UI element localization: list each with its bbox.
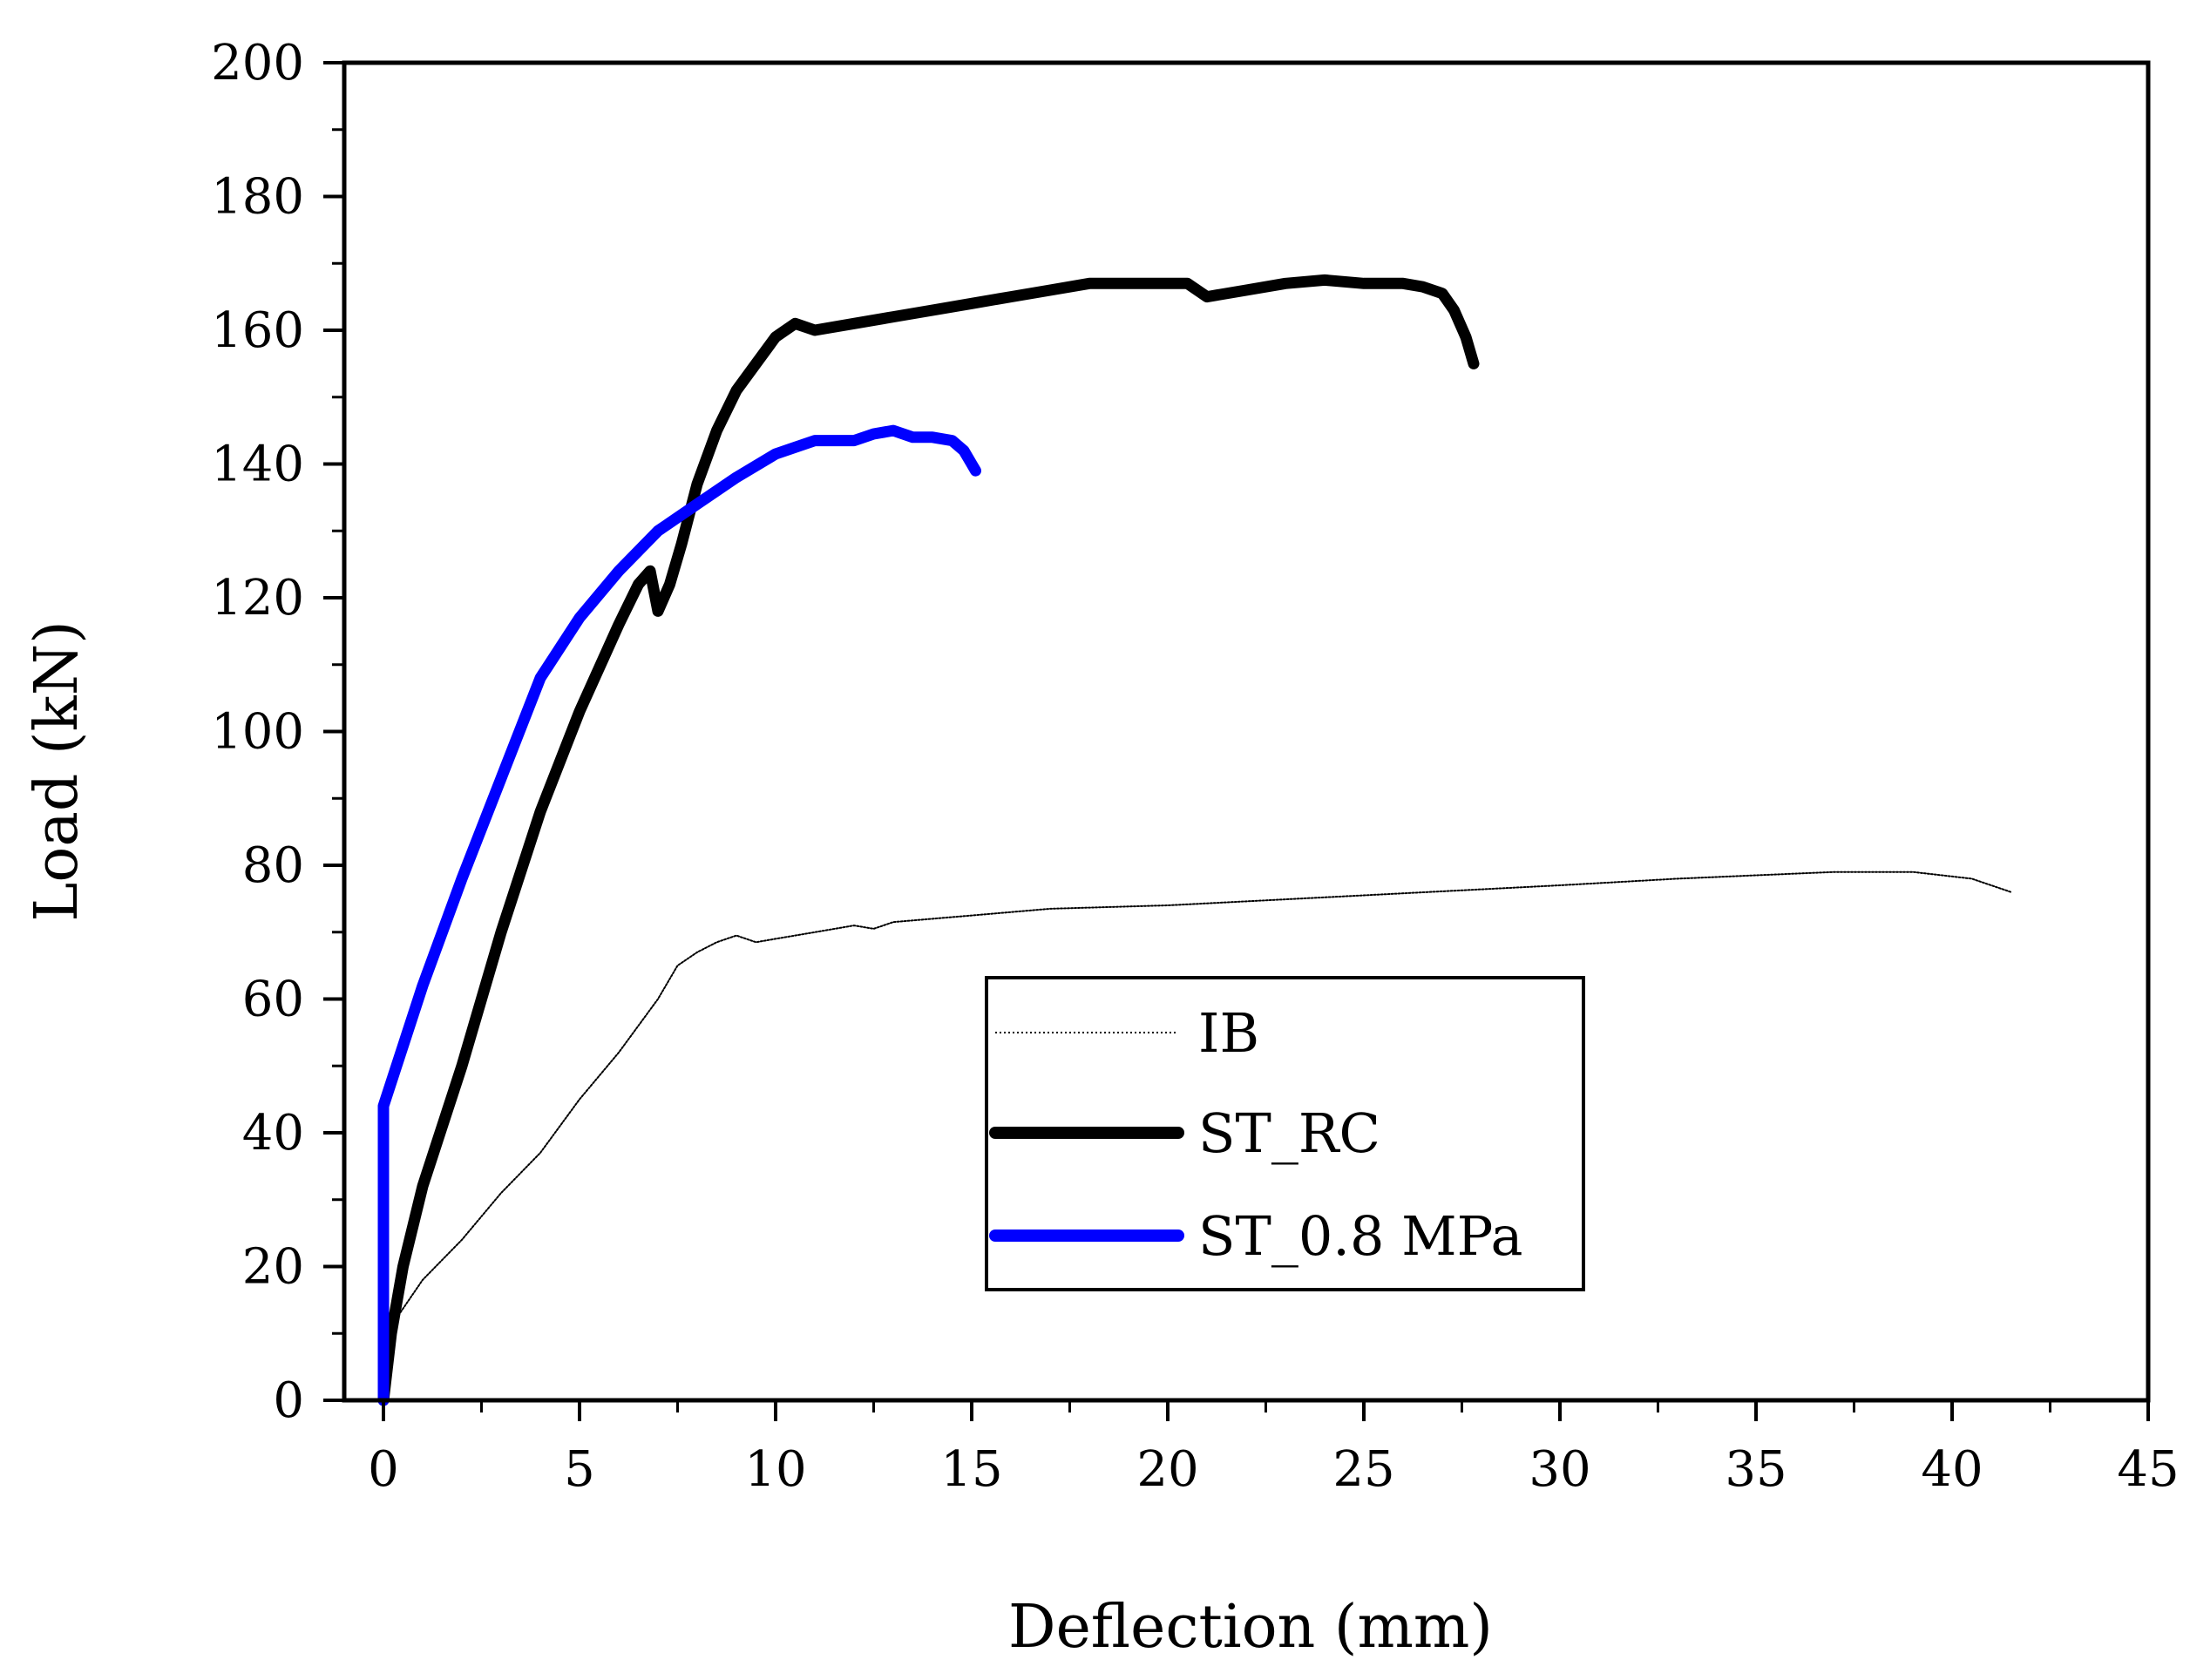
legend-label-st-rc: ST_RC [1198, 1101, 1380, 1165]
series-layer [377, 274, 2012, 1406]
x-tick-label: 0 [368, 1441, 399, 1498]
legend-label-ib: IB [1198, 1001, 1259, 1065]
series-line-st-0-8-mpa [377, 424, 981, 1406]
y-tick-label: 0 [273, 1372, 304, 1429]
y-tick-label: 180 [211, 169, 304, 226]
y-tick-label: 40 [242, 1105, 304, 1162]
y-tick-label: 200 [211, 35, 304, 91]
legend: IB ST_RC ST_0.8 MPa [985, 976, 1585, 1291]
x-tick-label: 25 [1332, 1441, 1394, 1498]
y-tick-label: 160 [211, 302, 304, 359]
x-tick-label: 40 [1921, 1441, 1983, 1498]
x-tick-label: 15 [940, 1441, 1002, 1498]
y-axis-title: Load (kN) [23, 620, 92, 922]
series-line-ib [383, 870, 2012, 1401]
legend-label-st-0-8-mpa: ST_0.8 MPa [1198, 1204, 1523, 1268]
x-tick-label: 45 [2117, 1441, 2179, 1498]
x-tick-label: 20 [1136, 1441, 1198, 1498]
series-line-st-rc [377, 274, 1480, 1406]
y-tick-label: 60 [242, 972, 304, 1028]
x-tick-label: 10 [744, 1441, 806, 1498]
y-tick-label: 20 [242, 1239, 304, 1296]
y-tick-label: 80 [242, 837, 304, 894]
x-tick-label: 30 [1529, 1441, 1590, 1498]
x-tick-label: 35 [1725, 1441, 1787, 1498]
x-tick-label: 5 [564, 1441, 595, 1498]
y-axis-ticks: 0 20 40 60 80 100 120 140 160 180 200 [211, 35, 344, 1429]
y-tick-label: 140 [211, 437, 304, 493]
y-tick-label: 100 [211, 704, 304, 761]
x-axis-ticks: 0 5 10 15 20 25 30 35 40 45 [368, 1400, 2180, 1498]
x-axis-title: Deflection (mm) [1008, 1593, 1493, 1662]
y-tick-label: 120 [211, 570, 304, 627]
